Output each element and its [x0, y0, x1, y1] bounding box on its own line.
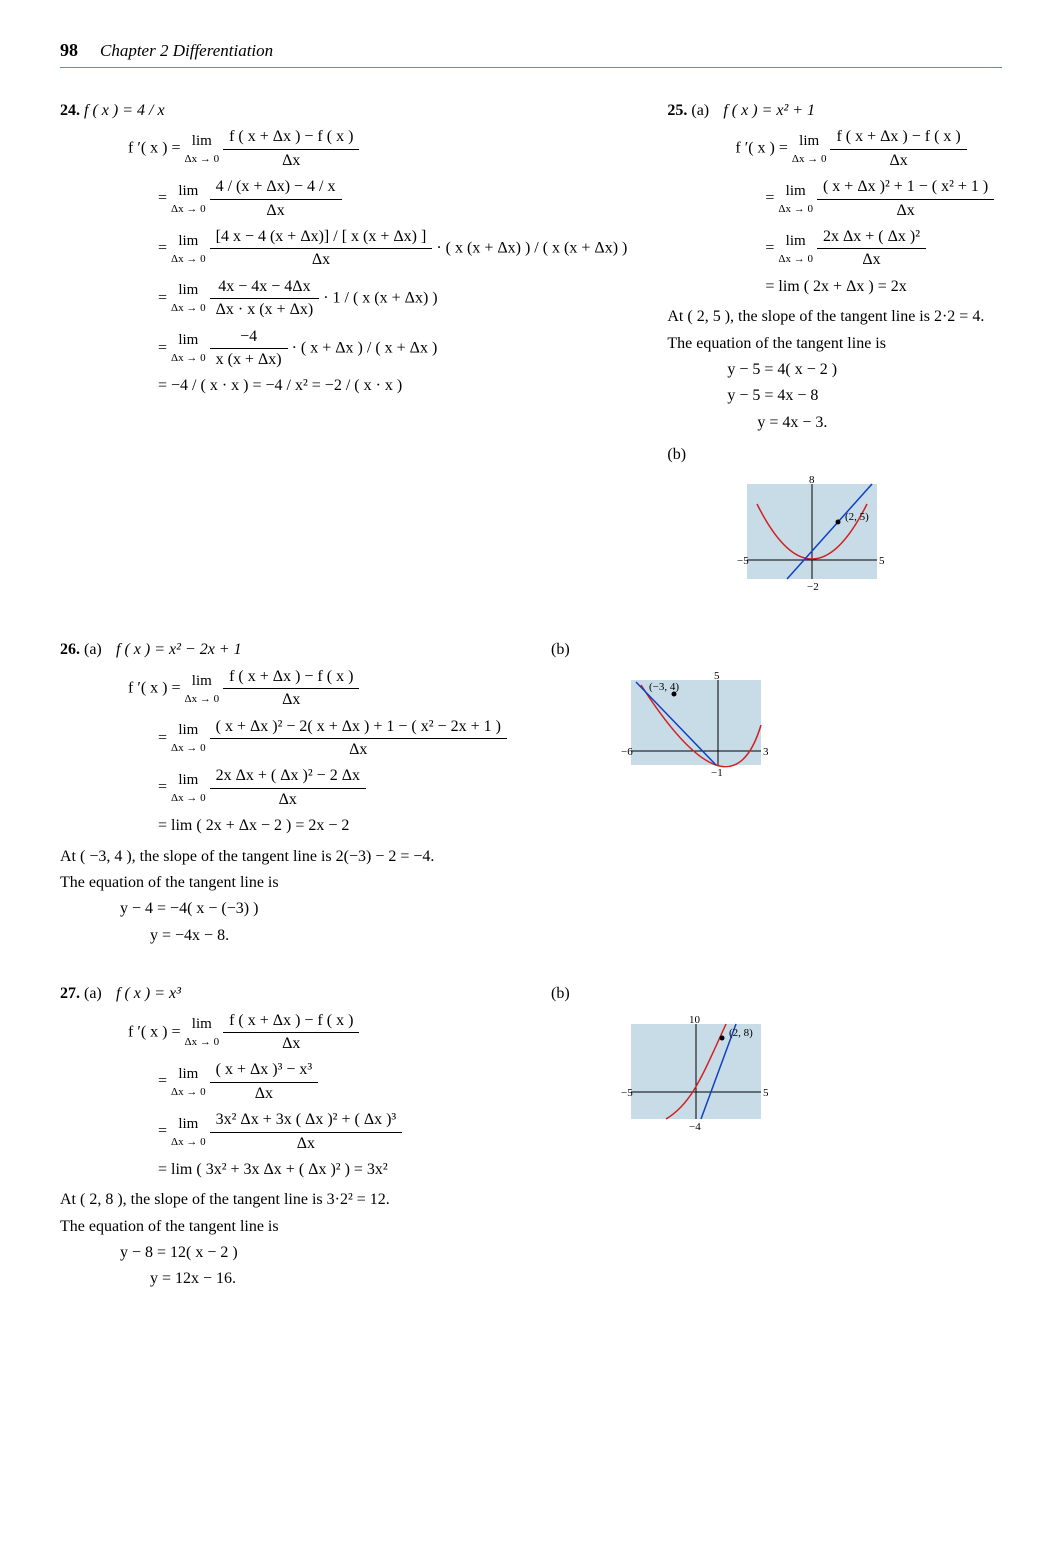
lim-icon: limΔx → 0: [171, 231, 206, 267]
p26-fprime: f ′( x ) =: [128, 679, 185, 696]
p25-eq1: y − 5 = 4( x − 2 ): [727, 359, 1002, 381]
lim-icon: limΔx → 0: [778, 231, 813, 267]
p24-frac3: [4 x − 4 (x + Δx)] / [ x (x + Δx) ] Δx: [210, 226, 433, 272]
p24-frac2: 4 / (x + Δx) − 4 / x Δx: [210, 176, 342, 222]
lim-icon: limΔx → 0: [171, 1114, 206, 1150]
p27-graph: (2, 8) −5 5 −4 10: [611, 1014, 1002, 1139]
lim-icon: limΔx → 0: [171, 330, 206, 366]
p24-l3tail: · ( x (x + Δx) ) / ( x (x + Δx) ): [436, 240, 627, 257]
p26-a: (a): [84, 639, 112, 661]
t: −2: [807, 581, 819, 593]
t: 3: [763, 746, 769, 758]
p26-frac1: f ( x + Δx ) − f ( x ) Δx: [223, 666, 359, 712]
p25-eq2: y − 5 = 4x − 8: [727, 385, 1002, 407]
t: 5: [714, 670, 720, 682]
p25-graph: (2, 5) −5 5 −2 8: [727, 474, 1002, 599]
p26-note2: The equation of the tangent line is: [60, 872, 511, 894]
lim-icon: limΔx → 0: [171, 280, 206, 316]
prob-25-num: 25.: [667, 102, 687, 119]
problem-24: 24. f ( x ) = 4 / x f ′( x ) = lim Δx → …: [60, 96, 647, 607]
page-header: 98 Chapter 2 Differentiation: [60, 40, 1002, 68]
lim-icon: limΔx → 0: [185, 1014, 220, 1050]
p25-l4: = lim ( 2x + Δx ) = 2x: [765, 276, 1002, 298]
p25-pt: (2, 5): [845, 511, 869, 523]
chapter-title: Chapter 2 Differentiation: [100, 41, 273, 60]
p26-l4: = lim ( 2x + Δx − 2 ) = 2x − 2: [158, 815, 511, 837]
p26-graph: (−3, 4) −6 3 −1 5: [611, 670, 1002, 785]
row-27: 27. (a) f ( x ) = x³ f ′( x ) = limΔx → …: [60, 979, 1002, 1295]
p26-frac3: 2x Δx + ( Δx )² − 2 Δx Δx: [210, 765, 366, 811]
p24-frac5: −4 x (x + Δx): [210, 326, 288, 372]
p24-fprime: f ′( x ) =: [128, 140, 185, 157]
p27-note2: The equation of the tangent line is: [60, 1216, 511, 1238]
p27-frac3: 3x² Δx + 3x ( Δx )² + ( Δx )³ Δx: [210, 1109, 403, 1155]
p25-frac1: f ( x + Δx ) − f ( x ) Δx: [830, 126, 966, 172]
lim-icon: limΔx → 0: [185, 671, 220, 707]
p25-b: (b): [667, 444, 695, 466]
p25-note1: At ( 2, 5 ), the slope of the tangent li…: [667, 306, 1002, 328]
problem-27-b: (b) (2, 8) −5 5 −4 10: [531, 979, 1002, 1295]
p27-def: f ( x ) = x³: [116, 985, 181, 1002]
prob-24-num: 24.: [60, 102, 80, 119]
t: −1: [711, 767, 723, 779]
p27-b: (b): [551, 983, 579, 1005]
p25-note2: The equation of the tangent line is: [667, 333, 1002, 355]
row-24-25: 24. f ( x ) = 4 / x f ′( x ) = lim Δx → …: [60, 96, 1002, 607]
problem-26: 26. (a) f ( x ) = x² − 2x + 1 f ′( x ) =…: [60, 635, 531, 951]
p24-frac4: 4x − 4x − 4Δx Δx · x (x + Δx): [210, 276, 320, 322]
lim-icon: lim Δx → 0: [185, 131, 220, 167]
prob-27-num: 27.: [60, 985, 80, 1002]
p24-l5tail: · ( x + Δx ) / ( x + Δx ): [292, 339, 438, 356]
p27-note1: At ( 2, 8 ), the slope of the tangent li…: [60, 1189, 511, 1211]
p26-b: (b): [551, 639, 579, 661]
p27-frac2: ( x + Δx )³ − x³ Δx: [210, 1059, 319, 1105]
lim-icon: limΔx → 0: [171, 770, 206, 806]
prob-26-num: 26.: [60, 641, 80, 658]
t: 8: [809, 474, 815, 486]
t: −5: [737, 555, 749, 567]
lim-icon: limΔx → 0: [171, 181, 206, 217]
p26-eq1: y − 4 = −4( x − (−3) ): [120, 898, 511, 920]
p27-fprime: f ′( x ) =: [128, 1023, 185, 1040]
p27-frac1: f ( x + Δx ) − f ( x ) Δx: [223, 1010, 359, 1056]
p26-frac2: ( x + Δx )² − 2( x + Δx ) + 1 − ( x² − 2…: [210, 716, 507, 762]
p27-l4: = lim ( 3x² + 3x Δx + ( Δx )² ) = 3x²: [158, 1159, 511, 1181]
t: 5: [763, 1087, 769, 1099]
p24-l6: = −4 / ( x · x ) = −4 / x² = −2 / ( x · …: [158, 375, 627, 397]
t: −5: [621, 1087, 633, 1099]
p27-a: (a): [84, 983, 112, 1005]
p24-l4tail: · 1 / ( x (x + Δx) ): [323, 289, 437, 306]
problem-25: 25. (a) f ( x ) = x² + 1 f ′( x ) = limΔ…: [647, 96, 1002, 607]
p25-def: f ( x ) = x² + 1: [723, 102, 815, 119]
p26-eq2: y = −4x − 8.: [150, 925, 511, 947]
p26-def: f ( x ) = x² − 2x + 1: [116, 641, 242, 658]
p25-fprime: f ′( x ) =: [735, 140, 792, 157]
p24-def: f ( x ) = 4 / x: [84, 102, 165, 119]
p26-pt: (−3, 4): [649, 681, 679, 693]
t: −6: [621, 746, 633, 758]
p27-pt: (2, 8): [729, 1027, 753, 1039]
problem-26-b: (b) (−3, 4) −6 3 −1 5: [531, 635, 1002, 951]
p25-frac2: ( x + Δx )² + 1 − ( x² + 1 ) Δx: [817, 176, 994, 222]
p25-eq3: y = 4x − 3.: [757, 412, 1002, 434]
t: 10: [689, 1014, 701, 1026]
p25-frac3: 2x Δx + ( Δx )² Δx: [817, 226, 926, 272]
lim-icon: limΔx → 0: [171, 720, 206, 756]
p25-a: (a): [691, 100, 719, 122]
problem-27: 27. (a) f ( x ) = x³ f ′( x ) = limΔx → …: [60, 979, 531, 1295]
p27-eq2: y = 12x − 16.: [150, 1268, 511, 1290]
page-number: 98: [60, 40, 78, 60]
row-26: 26. (a) f ( x ) = x² − 2x + 1 f ′( x ) =…: [60, 635, 1002, 951]
t: −4: [689, 1121, 701, 1133]
lim-icon: limΔx → 0: [171, 1064, 206, 1100]
lim-icon: limΔx → 0: [778, 181, 813, 217]
p24-frac1: f ( x + Δx ) − f ( x ) Δx: [223, 126, 359, 172]
t: 5: [879, 555, 885, 567]
p26-note1: At ( −3, 4 ), the slope of the tangent l…: [60, 846, 511, 868]
lim-icon: limΔx → 0: [792, 131, 827, 167]
p27-eq1: y − 8 = 12( x − 2 ): [120, 1242, 511, 1264]
